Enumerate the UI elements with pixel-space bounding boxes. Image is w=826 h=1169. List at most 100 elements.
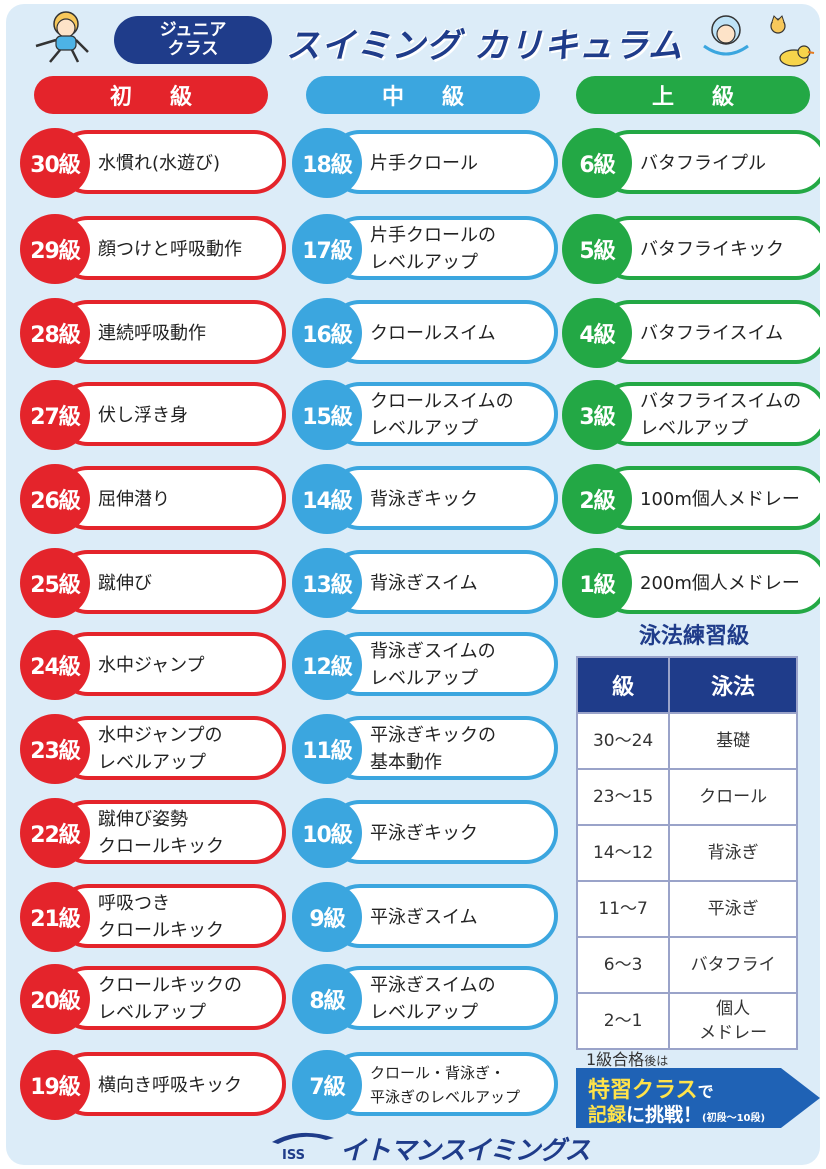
grade-item: 24級 水中ジャンプ bbox=[20, 630, 286, 700]
grade-skill: 水中ジャンプ bbox=[98, 654, 205, 676]
grade-pill bbox=[328, 300, 558, 364]
grade-item: 29級 顔つけと呼吸動作 bbox=[20, 214, 286, 284]
grade-pill bbox=[56, 800, 286, 864]
grade-skill: クロールキックの レベルアップ bbox=[98, 975, 242, 1023]
grade-badge: 24級 bbox=[20, 630, 90, 700]
grade-skill: 背泳ぎスイムの レベルアップ bbox=[370, 641, 496, 689]
grade-skill: 片手クロールの レベルアップ bbox=[370, 225, 496, 273]
grade-badge: 8級 bbox=[292, 964, 362, 1034]
grade-badge: 22級 bbox=[20, 798, 90, 868]
grade-item: 3級 バタフライスイムの レベルアップ bbox=[562, 380, 820, 450]
grade-skill: 200m個人メドレー bbox=[640, 572, 800, 594]
grade-skill: 蹴伸び姿勢 クロールキック bbox=[98, 809, 224, 857]
grade-badge: 9級 bbox=[292, 882, 362, 952]
grade-pill bbox=[56, 130, 286, 194]
grade-item: 20級 クロールキックの レベルアップ bbox=[20, 964, 286, 1034]
grade-badge: 21級 bbox=[20, 882, 90, 952]
grade-pill bbox=[328, 550, 558, 614]
banner-de: で bbox=[697, 1082, 714, 1101]
grade-pill bbox=[56, 300, 286, 364]
grade-skill: 伏し浮き身 bbox=[98, 404, 188, 426]
stroke-table: 級 泳法 30〜24 基礎 23〜15 クロール 14〜12 背泳ぎ 11〜7 … bbox=[575, 656, 798, 1050]
grade-range-cell: 23〜15 bbox=[575, 768, 671, 826]
grade-pill bbox=[328, 966, 558, 1030]
grade-item: 9級 平泳ぎスイム bbox=[292, 882, 558, 952]
grade-badge: 13級 bbox=[292, 548, 362, 618]
grade-item: 22級 蹴伸び姿勢 クロールキック bbox=[20, 798, 286, 868]
grade-skill: クロールスイム bbox=[370, 322, 496, 344]
grade-pill bbox=[598, 550, 820, 614]
grade-skill: 水中ジャンプの レベルアップ bbox=[98, 725, 223, 773]
grade-item: 16級 クロールスイム bbox=[292, 298, 558, 368]
grade-pill bbox=[56, 966, 286, 1030]
stroke-cell: 平泳ぎ bbox=[668, 880, 798, 938]
grade-item: 5級 バタフライキック bbox=[562, 214, 820, 284]
itoman-logo: ISS イトマンスイミングスクール bbox=[270, 1128, 590, 1165]
grade-badge: 26級 bbox=[20, 464, 90, 534]
table-row: 14〜12 背泳ぎ bbox=[575, 824, 798, 882]
grade-badge: 17級 bbox=[292, 214, 362, 284]
grade-pill bbox=[328, 884, 558, 948]
grade-skill: 呼吸つき クロールキック bbox=[98, 893, 224, 941]
grade-skill: 顔つけと呼吸動作 bbox=[98, 238, 242, 260]
stroke-table-title: 泳法練習級 bbox=[638, 624, 749, 649]
curriculum-page: ジュニア クラス スイミング カリキュラム 初級 30級 水慣れ(水遊び) 29級顔… bbox=[6, 4, 820, 1165]
grade-pill bbox=[598, 382, 820, 446]
record-label: 記録 bbox=[588, 1104, 627, 1126]
grade-item: 14級 背泳ぎキック bbox=[292, 464, 558, 534]
dan-range-label: (初段〜10段) bbox=[702, 1113, 766, 1124]
grade-pill bbox=[56, 632, 286, 696]
grade-badge: 5級 bbox=[562, 214, 632, 284]
grade-item: 11級 平泳ぎキックの 基本動作 bbox=[292, 714, 558, 784]
grade-skill: 平泳ぎキック bbox=[370, 822, 478, 844]
grade-badge: 29級 bbox=[20, 214, 90, 284]
stroke-cell: クロール bbox=[668, 768, 798, 826]
grade-pill bbox=[328, 382, 558, 446]
table-row: 2〜1 個人 メドレー bbox=[575, 992, 798, 1050]
grade-skill: 平泳ぎキックの 基本動作 bbox=[370, 725, 496, 773]
grade-badge: 25級 bbox=[20, 548, 90, 618]
grade-item: 6級 バタフライプル bbox=[562, 128, 820, 198]
grade-skill: 平泳ぎスイムの レベルアップ bbox=[370, 975, 496, 1023]
grade-item: 13級 背泳ぎスイム bbox=[292, 548, 558, 618]
note-main: 1級合格 bbox=[586, 1050, 645, 1069]
grade-item: 27級 伏し浮き身 bbox=[20, 380, 286, 450]
grade-item: 7級 クロール・背泳ぎ・ 平泳ぎのレベルアップ bbox=[292, 1050, 558, 1120]
grade-pill bbox=[328, 716, 558, 780]
grade-item: 23級 水中ジャンプの レベルアップ bbox=[20, 714, 286, 784]
grade-item: 8級 平泳ぎスイムの レベルアップ bbox=[292, 964, 558, 1034]
table-row: 30〜24 基礎 bbox=[575, 712, 798, 770]
grade-item: 19級 横向き呼吸キック bbox=[20, 1050, 286, 1120]
grade-badge: 28級 bbox=[20, 298, 90, 368]
grade-range-cell: 14〜12 bbox=[575, 824, 671, 882]
iss-logo-icon: ISS bbox=[272, 1132, 334, 1162]
grade-badge: 27級 bbox=[20, 380, 90, 450]
special-class-banner: 特習クラスで 記録に挑戦！(初段〜10段) bbox=[576, 1068, 820, 1128]
stroke-cell: バタフライ bbox=[668, 936, 798, 994]
grade-item: 15級 クロールスイムの レベルアップ bbox=[292, 380, 558, 450]
banner-line-2: 記録に挑戦！(初段〜10段) bbox=[588, 1100, 765, 1127]
grade-item: 28級 連続呼吸動作 bbox=[20, 298, 286, 368]
grade-skill: クロールスイムの レベルアップ bbox=[370, 391, 514, 439]
banner-line-1: 特習クラスで bbox=[588, 1072, 714, 1104]
grade-badge: 6級 bbox=[562, 128, 632, 198]
grade-skill: 平泳ぎスイム bbox=[370, 906, 478, 928]
table-row: 6〜3 バタフライ bbox=[575, 936, 798, 994]
grade-badge: 18級 bbox=[292, 128, 362, 198]
stroke-table-header-row: 級 泳法 bbox=[575, 656, 798, 714]
grade-pill bbox=[598, 130, 820, 194]
grade-item: 25級 蹴伸び bbox=[20, 548, 286, 618]
grade-item: 21級 呼吸つき クロールキック bbox=[20, 882, 286, 952]
grade-skill: 横向き呼吸キック bbox=[98, 1074, 242, 1096]
grade-skill: 蹴伸び bbox=[98, 572, 152, 594]
grade-item: 2級 100m個人メドレー bbox=[562, 464, 820, 534]
grade-skill: 連続呼吸動作 bbox=[98, 322, 206, 344]
grade-badge: 7級 bbox=[292, 1050, 362, 1120]
grade-range-cell: 2〜1 bbox=[575, 992, 671, 1050]
header: ジュニア クラス スイミング カリキュラム bbox=[6, 4, 820, 74]
grade-badge: 20級 bbox=[20, 964, 90, 1034]
grade-skill: バタフライスイムの レベルアップ bbox=[640, 391, 802, 439]
swimmer-kids-icon bbox=[703, 15, 815, 67]
grade-badge: 11級 bbox=[292, 714, 362, 784]
grade-item: 12級 背泳ぎスイムの レベルアップ bbox=[292, 630, 558, 700]
